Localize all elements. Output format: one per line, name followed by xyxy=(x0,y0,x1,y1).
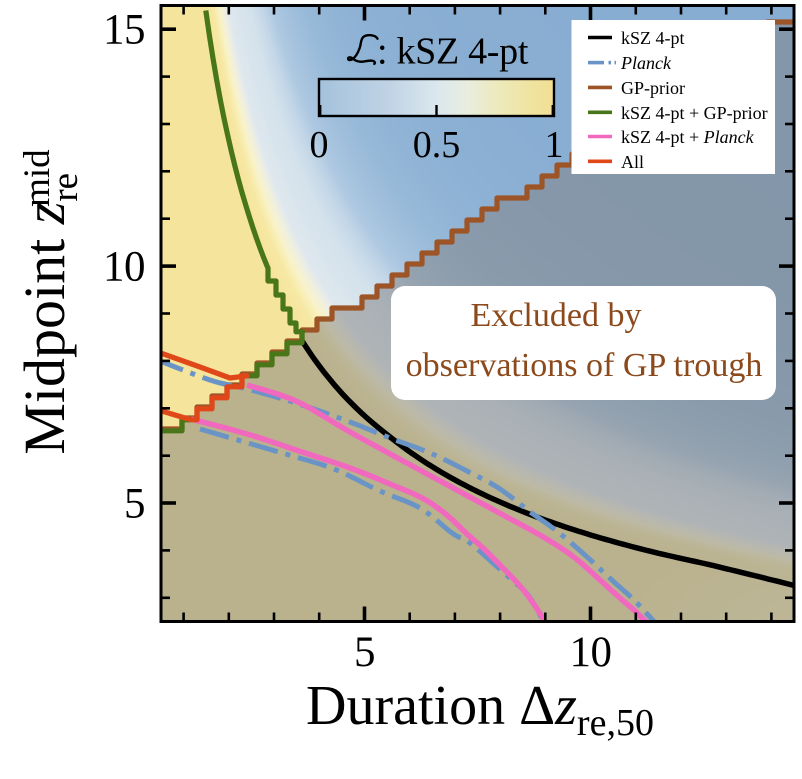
svg-text:15: 15 xyxy=(103,7,145,54)
svg-text:0: 0 xyxy=(310,124,329,166)
svg-text:kSZ 4-pt + Planck: kSZ 4-pt + Planck xyxy=(621,127,755,147)
svg-text:5: 5 xyxy=(124,480,145,527)
svg-text:10: 10 xyxy=(103,244,145,291)
svg-text:kSZ 4-pt: kSZ 4-pt xyxy=(621,28,685,48)
svg-text:1: 1 xyxy=(545,124,564,166)
svg-text:kSZ 4-pt + GP-prior: kSZ 4-pt + GP-prior xyxy=(621,103,768,123)
svg-text:Duration Δzre,50: Duration Δzre,50 xyxy=(306,675,654,744)
svg-text:observations of GP trough: observations of GP trough xyxy=(406,347,763,384)
svg-text:GP-prior: GP-prior xyxy=(621,78,685,98)
svg-text:Midpoint zremid: Midpoint zremid xyxy=(12,149,86,455)
svg-text:0.5: 0.5 xyxy=(413,124,461,166)
svg-text:Excluded by: Excluded by xyxy=(471,297,642,334)
svg-text:: kSZ 4-pt: : kSZ 4-pt xyxy=(377,31,529,73)
svg-text:5: 5 xyxy=(354,629,375,676)
svg-text:All: All xyxy=(621,152,644,172)
svg-text:10: 10 xyxy=(570,629,612,676)
svg-text:Planck: Planck xyxy=(620,53,672,73)
